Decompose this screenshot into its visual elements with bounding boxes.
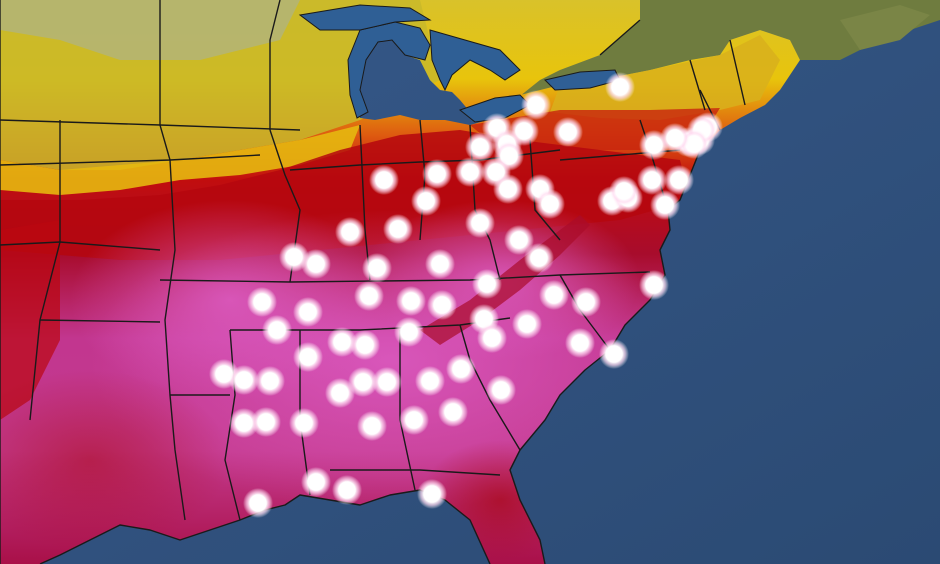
city-marker <box>656 196 674 214</box>
city-marker <box>615 182 633 200</box>
city-marker <box>530 249 548 267</box>
city-marker <box>375 171 393 189</box>
city-marker <box>299 303 317 321</box>
city-marker <box>307 255 325 273</box>
city-marker <box>670 171 688 189</box>
city-marker <box>643 171 661 189</box>
city-marker <box>405 411 423 429</box>
city-marker <box>333 333 351 351</box>
city-marker <box>611 78 629 96</box>
city-marker <box>360 287 378 305</box>
city-marker <box>510 231 528 249</box>
city-marker <box>478 275 496 293</box>
city-marker <box>268 321 286 339</box>
city-marker <box>515 122 533 140</box>
city-marker <box>299 348 317 366</box>
city-marker <box>307 473 325 491</box>
city-marker <box>253 293 271 311</box>
great-lakes <box>298 4 621 123</box>
city-marker <box>499 180 517 198</box>
city-marker <box>338 481 356 499</box>
city-marker <box>249 494 267 512</box>
city-marker <box>471 214 489 232</box>
city-marker <box>492 381 510 399</box>
city-marker <box>518 315 536 333</box>
city-marker <box>545 286 563 304</box>
city-marker <box>527 96 545 114</box>
city-marker <box>331 384 349 402</box>
city-marker <box>461 163 479 181</box>
city-markers <box>209 72 723 518</box>
city-marker <box>559 123 577 141</box>
city-marker <box>444 403 462 421</box>
city-marker <box>417 192 435 210</box>
city-marker <box>356 336 374 354</box>
city-marker <box>428 165 446 183</box>
city-marker <box>431 255 449 273</box>
city-marker <box>421 372 439 390</box>
city-marker <box>285 248 303 266</box>
city-marker <box>475 310 493 328</box>
city-marker <box>666 129 684 147</box>
city-marker <box>452 360 470 378</box>
city-marker <box>541 195 559 213</box>
city-marker <box>235 414 253 432</box>
city-marker <box>341 223 359 241</box>
city-marker <box>433 296 451 314</box>
city-marker <box>378 373 396 391</box>
city-marker <box>257 413 275 431</box>
city-marker <box>261 372 279 390</box>
city-marker <box>571 334 589 352</box>
city-marker <box>471 138 489 156</box>
city-marker <box>363 417 381 435</box>
city-marker <box>215 365 233 383</box>
city-marker <box>368 259 386 277</box>
city-marker <box>235 371 253 389</box>
city-marker <box>645 136 663 154</box>
city-marker <box>295 414 313 432</box>
city-marker <box>389 220 407 238</box>
city-marker <box>354 373 372 391</box>
city-marker <box>645 276 663 294</box>
nova-scotia-land <box>840 5 930 50</box>
city-marker <box>483 329 501 347</box>
city-marker <box>423 485 441 503</box>
city-marker <box>402 292 420 310</box>
city-marker <box>577 293 595 311</box>
city-marker <box>400 323 418 341</box>
city-marker <box>605 345 623 363</box>
